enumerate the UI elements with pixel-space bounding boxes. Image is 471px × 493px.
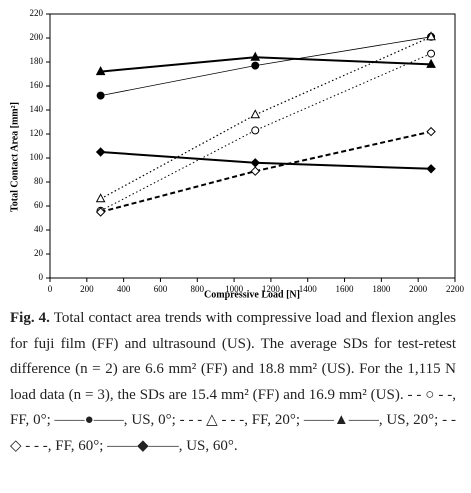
x-tick-label: 1400 bbox=[299, 284, 318, 294]
series-line bbox=[100, 130, 432, 213]
x-tick-label: 800 bbox=[191, 284, 205, 294]
point bbox=[250, 166, 260, 176]
point bbox=[250, 51, 261, 61]
point bbox=[426, 126, 436, 137]
x-tick-label: 0 bbox=[48, 284, 53, 294]
x-tick-label: 1800 bbox=[372, 284, 391, 294]
series-line bbox=[100, 36, 432, 200]
x-tick-label: 200 bbox=[80, 284, 94, 294]
point bbox=[250, 158, 260, 168]
point bbox=[426, 31, 436, 41]
caption: Fig. 4. Total contact area trends with c… bbox=[10, 306, 456, 459]
y-tick-label: 200 bbox=[30, 32, 44, 42]
x-tick-label: 2000 bbox=[409, 284, 428, 294]
point bbox=[95, 147, 106, 157]
y-tick-label: 120 bbox=[30, 128, 44, 138]
point bbox=[251, 126, 260, 135]
series-line bbox=[100, 53, 432, 212]
y-tick-label: 180 bbox=[30, 56, 44, 66]
x-axis-label: Compressive Load [N] bbox=[204, 289, 300, 300]
series-line bbox=[100, 151, 432, 170]
y-tick-label: 160 bbox=[30, 80, 44, 90]
chart: Total Contact Area [mm²] Compressive Loa… bbox=[9, 8, 465, 300]
x-tick-label: 400 bbox=[117, 284, 131, 294]
point bbox=[426, 58, 436, 68]
y-tick-label: 60 bbox=[34, 200, 44, 210]
y-tick-label: 220 bbox=[30, 8, 44, 18]
point bbox=[427, 49, 436, 58]
caption-text: Total contact area trends with compressi… bbox=[10, 310, 456, 454]
x-tick-label: 1000 bbox=[225, 284, 244, 294]
y-tick-label: 100 bbox=[30, 152, 44, 162]
x-tick-label: 2200 bbox=[446, 284, 465, 294]
y-axis-label: Total Contact Area [mm²] bbox=[9, 102, 20, 212]
x-tick-label: 1600 bbox=[336, 284, 355, 294]
series-line bbox=[100, 56, 432, 73]
y-tick-label: 0 bbox=[39, 272, 44, 282]
point bbox=[426, 164, 436, 174]
y-tick-label: 20 bbox=[34, 248, 44, 258]
x-tick-label: 1200 bbox=[262, 284, 281, 294]
y-tick-label: 140 bbox=[30, 104, 44, 114]
point bbox=[95, 193, 106, 203]
caption-label: Fig. 4. bbox=[10, 310, 50, 326]
point bbox=[250, 109, 261, 119]
point bbox=[251, 61, 260, 70]
y-tick-label: 80 bbox=[34, 176, 44, 186]
plot-frame bbox=[49, 13, 456, 279]
point bbox=[95, 207, 106, 217]
point bbox=[96, 91, 105, 100]
point bbox=[95, 66, 106, 76]
y-tick-label: 40 bbox=[34, 224, 44, 234]
x-tick-label: 600 bbox=[154, 284, 168, 294]
